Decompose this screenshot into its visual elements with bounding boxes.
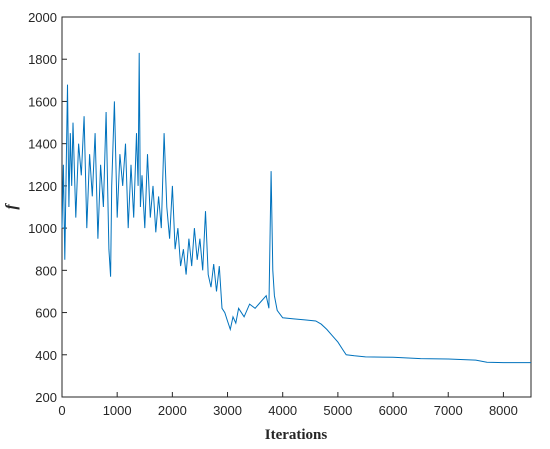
plot-frame	[61, 16, 532, 398]
x-tick-label: 0	[58, 403, 65, 418]
y-axis-label: f	[3, 203, 20, 210]
y-tick-label: 1200	[28, 179, 57, 194]
y-tick-label: 1400	[28, 137, 57, 152]
x-tick-label: 3000	[213, 403, 242, 418]
y-tick-label: 1600	[28, 94, 57, 109]
x-tick-label: 5000	[323, 403, 352, 418]
y-tick-label: 400	[35, 348, 57, 363]
y-tick-label: 800	[35, 263, 57, 278]
y-tick-label: 600	[35, 306, 57, 321]
x-tick-label: 7000	[434, 403, 463, 418]
x-tick-label: 4000	[268, 403, 297, 418]
x-tick-label: 2000	[158, 403, 187, 418]
x-tick-label: 8000	[489, 403, 518, 418]
x-axis-label: Iterations	[265, 427, 328, 443]
y-tick-label: 1800	[28, 52, 57, 67]
x-tick-label: 6000	[379, 403, 408, 418]
x-tick-label: 1000	[103, 403, 132, 418]
y-tick-label: 1000	[28, 221, 57, 236]
y-tick-label: 2000	[28, 10, 57, 25]
data-line	[61, 52, 531, 364]
y-tick-label: 200	[35, 390, 57, 405]
